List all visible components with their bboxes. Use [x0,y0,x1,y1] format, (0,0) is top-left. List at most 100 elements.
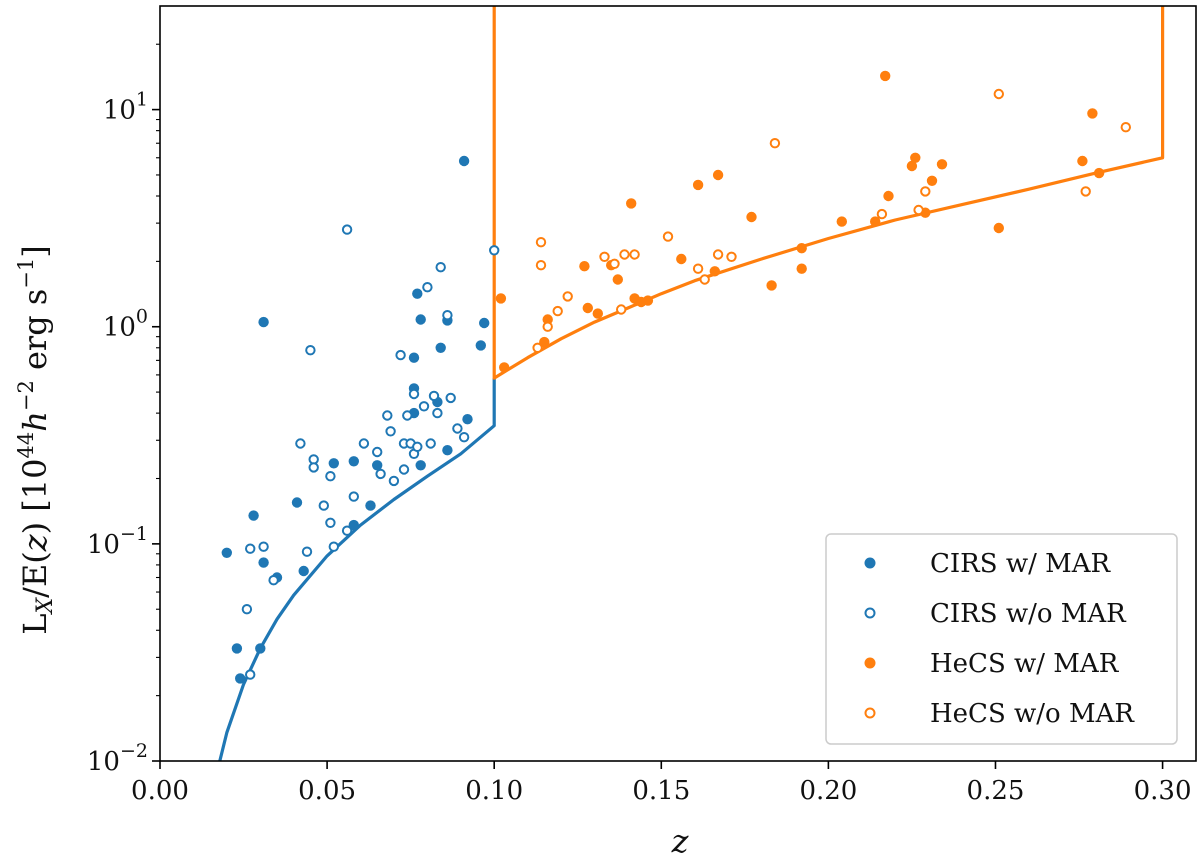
data-point [241,604,253,615]
data-point [1087,108,1098,119]
x-tick-label: 0.15 [632,776,690,806]
data-point [836,216,847,227]
y-tick-label: 10−2 [87,740,148,777]
data-point [298,565,309,577]
legend-box [825,533,1178,745]
data-point [308,462,319,473]
y-label-close: ) [10 [16,458,54,534]
y-label-h: h [16,411,54,432]
data-point [769,138,781,149]
data-point [255,643,266,654]
legend-label: HeCS w/o MAR [930,699,1135,729]
data-point [766,280,777,291]
data-point [325,471,336,482]
data-point [258,541,269,552]
data-point [880,70,891,82]
legend: CIRS w/ MAR CIRS w/o MAR HeCS w/ MAR HeCS w… [825,533,1178,745]
data-point [415,314,426,325]
data-point [425,438,436,449]
data-point [612,274,623,285]
y-label-erg: erg s [16,289,54,380]
legend-marker [864,557,876,569]
data-points [221,70,1132,684]
data-point [388,475,400,487]
data-point [221,547,232,558]
data-point [692,179,704,191]
data-point [619,249,630,260]
legend-marker [864,657,876,669]
data-point [495,293,507,304]
data-point [418,401,430,412]
data-point [926,175,938,186]
data-point [592,308,603,319]
data-point [870,216,881,227]
data-point [452,423,463,434]
y-label-z: z [16,533,54,552]
data-point [582,302,593,314]
data-point [325,517,336,528]
data-point [913,204,924,216]
data-point [328,541,339,552]
data-point [616,304,627,315]
data-point [562,291,573,302]
data-point [535,260,547,271]
y-axis-label: LX/E(z) [1044h−2 erg s−1] [14,245,58,635]
data-point [375,468,386,480]
data-point [415,460,426,471]
data-point [883,190,894,202]
data-point [422,282,433,293]
data-point [1120,122,1132,133]
data-point [936,159,948,170]
legend-marker [864,607,876,619]
x-tick-label: 0.05 [298,776,356,806]
data-point [398,464,410,475]
plot-frame [159,5,1197,762]
data-point [341,525,353,536]
legend-entries: CIRS w/ MAR CIRS w/o MAR HeCS w/ MAR HeCS w… [864,549,1135,729]
data-point [920,186,931,197]
data-point [709,266,720,277]
y-tick-label: 10−1 [87,523,148,560]
data-point [629,249,640,260]
data-point [442,445,453,456]
limit-curve-hecs [492,6,1165,380]
data-point [305,345,316,356]
data-point [489,245,500,256]
data-point [268,575,279,586]
data-point [609,258,620,269]
x-tick-label: 0.25 [967,776,1025,806]
data-point [432,407,443,419]
y-label-expm1: −1 [14,258,38,289]
legend-label: CIRS w/ MAR [930,549,1111,579]
data-point [412,441,423,452]
data-point [699,274,710,285]
data-point [599,251,610,262]
data-point [458,432,470,443]
data-point [245,543,256,554]
limit-curves [218,6,1165,761]
data-point [542,321,553,332]
data-point [395,349,406,361]
data-point [458,155,470,167]
data-point [248,510,259,521]
x-tick-label: 0.10 [465,776,523,806]
legend-label: CIRS w/o MAR [930,599,1127,629]
legend-marker [864,707,876,719]
data-point [906,160,918,172]
data-point [231,643,243,654]
data-point [712,249,724,260]
y-label-exp44: 44 [14,432,38,459]
data-point [348,456,359,467]
data-point [408,352,420,363]
data-point [301,546,313,557]
x-tick-label: 0.00 [131,776,189,806]
data-point [535,237,547,248]
data-point [258,557,269,568]
data-point [542,314,553,325]
data-point [341,224,353,235]
data-point [328,458,339,469]
data-point [318,500,329,511]
data-point [295,438,306,449]
data-point [402,410,413,421]
data-point [442,310,453,321]
